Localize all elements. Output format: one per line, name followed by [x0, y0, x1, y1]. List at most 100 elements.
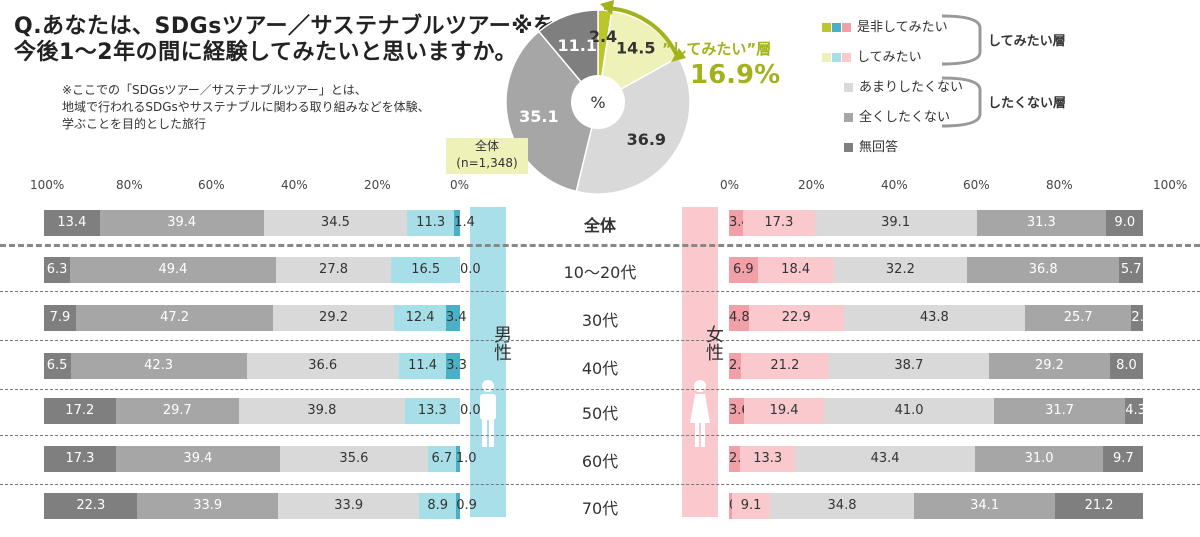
- row-label: 30代: [581, 311, 619, 330]
- male-bar-no-answer: 6.3: [44, 257, 71, 283]
- axis-left-tick: 60%: [198, 178, 225, 192]
- male-bar-not-at-all: 49.4: [70, 257, 276, 283]
- row-label: 全体: [583, 216, 616, 235]
- total-sample-box: 全体 (n=1,348): [446, 138, 528, 174]
- male-bar-not-at-all: 39.4: [115, 446, 280, 472]
- row-label: 60代: [581, 452, 619, 471]
- female-bar-want: 13.3: [740, 446, 796, 472]
- separator-row: [0, 340, 1200, 341]
- legend-label-no-answer: 無回答: [859, 140, 899, 155]
- male-bar-definitely: 3.3: [446, 353, 467, 379]
- total-n: (n=1,348): [456, 156, 518, 170]
- row-label: 70代: [581, 499, 619, 518]
- separator-row: [0, 389, 1200, 390]
- male-bar-not-much: 36.6: [246, 353, 399, 379]
- legend-swatch-pie-definitely: [822, 23, 831, 32]
- legend-group-want: してみたい層: [988, 34, 1066, 49]
- pie-slice-not-much: [575, 56, 691, 195]
- row-label: 10～20代: [563, 263, 637, 282]
- male-bar-definitely: 1.0: [455, 446, 477, 472]
- separator-total: [0, 244, 1200, 247]
- axis-left-tick: 80%: [116, 178, 143, 192]
- axis-right-tick: 60%: [963, 178, 990, 192]
- legend-item-not-at-all: 全くしたくない: [844, 110, 950, 126]
- female-bar-not-much: 43.4: [795, 446, 975, 472]
- female-bar-want: 21.2: [741, 353, 829, 379]
- female-bar-not-at-all: 31.0: [974, 446, 1104, 472]
- legend-item-want: してみたい: [822, 50, 922, 66]
- axis-left-tick: 40%: [281, 178, 308, 192]
- male-bar-not-much: 33.9: [278, 493, 420, 519]
- female-bar-definitely: 3.6: [729, 398, 750, 424]
- female-bar-no-answer: 5.7: [1119, 257, 1143, 283]
- note-line-1: ※ここでの「SDGsツアー／サステナブルツアー」とは、: [62, 83, 367, 97]
- female-bar-want: 18.4: [757, 257, 834, 283]
- axis-right-tick: 40%: [881, 178, 908, 192]
- male-bar-not-at-all: 39.4: [99, 210, 264, 236]
- pie-value-label: 11.1: [558, 36, 597, 55]
- female-bar-definitely: 4.8: [729, 305, 750, 331]
- female-bar-want: 17.3: [743, 210, 815, 236]
- pie-value-label: 2.4: [589, 27, 617, 46]
- callout-value: 16.9%: [690, 60, 781, 90]
- total-label: 全体: [474, 139, 499, 153]
- axis-left-tick: 0%: [450, 178, 470, 192]
- pie-slice-no-answer: [537, 9, 599, 105]
- row-label: 50代: [581, 404, 619, 423]
- female-bar-no-answer: 9.0: [1106, 210, 1144, 236]
- male-bar-not-at-all: 47.2: [76, 305, 273, 331]
- separator-row: [0, 435, 1200, 436]
- female-bar-want: 19.4: [743, 398, 825, 424]
- pie-value-label: 36.9: [627, 130, 666, 149]
- legend-group-not: したくない層: [988, 96, 1067, 111]
- axis-right-tick: 80%: [1046, 178, 1073, 192]
- question-title: Q.あなたは、SDGsツアー／サステナブルツアー※を 今後1～2年の間に経験して…: [14, 14, 556, 66]
- pie-chart: % 2.414.5 36.9 35.1 11.1: [505, 0, 691, 195]
- female-bar-no-answer: 21.2: [1055, 493, 1143, 519]
- legend-swatch-male-definitely: [832, 23, 841, 32]
- legend-swatch-no-answer: [844, 143, 853, 152]
- female-bar-not-much: 38.7: [828, 353, 989, 379]
- female-bar-not-at-all: 36.8: [967, 257, 1120, 283]
- legend-label-definitely: 是非してみたい: [857, 20, 948, 35]
- female-bar-not-at-all: 29.2: [988, 353, 1110, 379]
- axis-left-tick: 100%: [30, 178, 65, 192]
- male-bar-want: 11.3: [407, 210, 455, 236]
- pie-value-label: 35.1: [519, 107, 558, 126]
- male-bar-want: 12.4: [394, 305, 446, 331]
- question-line-1: Q.あなたは、SDGsツアー／サステナブルツアー※を: [14, 14, 556, 39]
- legend-swatch-female-want: [842, 53, 851, 62]
- question-line-2: 今後1～2年の間に経験してみたいと思いますか。: [14, 40, 518, 65]
- legend-label-not-at-all: 全くしたくない: [859, 110, 951, 125]
- female-bar-not-much: 34.8: [769, 493, 915, 519]
- female-bar-not-much: 32.2: [833, 257, 968, 283]
- male-band: 男性: [470, 207, 512, 517]
- axis-left-tick: 20%: [364, 178, 391, 192]
- female-bar-not-at-all: 31.3: [976, 210, 1107, 236]
- female-bar-no-answer: 4.3: [1125, 398, 1146, 424]
- male-bar-not-much: 27.8: [275, 257, 392, 283]
- legend-brackets: [941, 14, 982, 128]
- male-bar-not-much: 35.6: [279, 446, 428, 472]
- male-bar-no-answer: 17.2: [44, 398, 116, 424]
- definition-note: ※ここでの「SDGsツアー／サステナブルツアー」とは、 地域で行われるSDGsや…: [62, 82, 430, 133]
- axis-right-tick: 100%: [1153, 178, 1188, 192]
- callout-label: ”してみたい”層: [662, 40, 772, 58]
- male-bar-want: 13.3: [404, 398, 460, 424]
- male-bar-not-at-all: 29.7: [115, 398, 240, 424]
- legend-item-definitely: 是非してみたい: [822, 20, 948, 36]
- male-bar-want: 6.7: [427, 446, 456, 472]
- legend-swatch-not-at-all: [844, 113, 853, 122]
- legend-item-no-answer: 無回答: [844, 140, 898, 156]
- female-bar-definitely: 6.9: [729, 257, 758, 283]
- female-bar-not-much: 41.0: [824, 398, 994, 424]
- axis-right-tick: 20%: [798, 178, 825, 192]
- legend-label-not-much: あまりしたくない: [859, 80, 964, 95]
- male-bar-not-at-all: 42.3: [70, 353, 247, 379]
- male-bar-no-answer: 13.4: [44, 210, 100, 236]
- legend-swatch-pie-want: [822, 53, 831, 62]
- female-bar-definitely: 2.9: [729, 353, 750, 379]
- legend-item-not-much: あまりしたくない: [844, 80, 963, 96]
- male-bar-definitely: 1.4: [454, 210, 475, 236]
- male-bar-want: 16.5: [391, 257, 460, 283]
